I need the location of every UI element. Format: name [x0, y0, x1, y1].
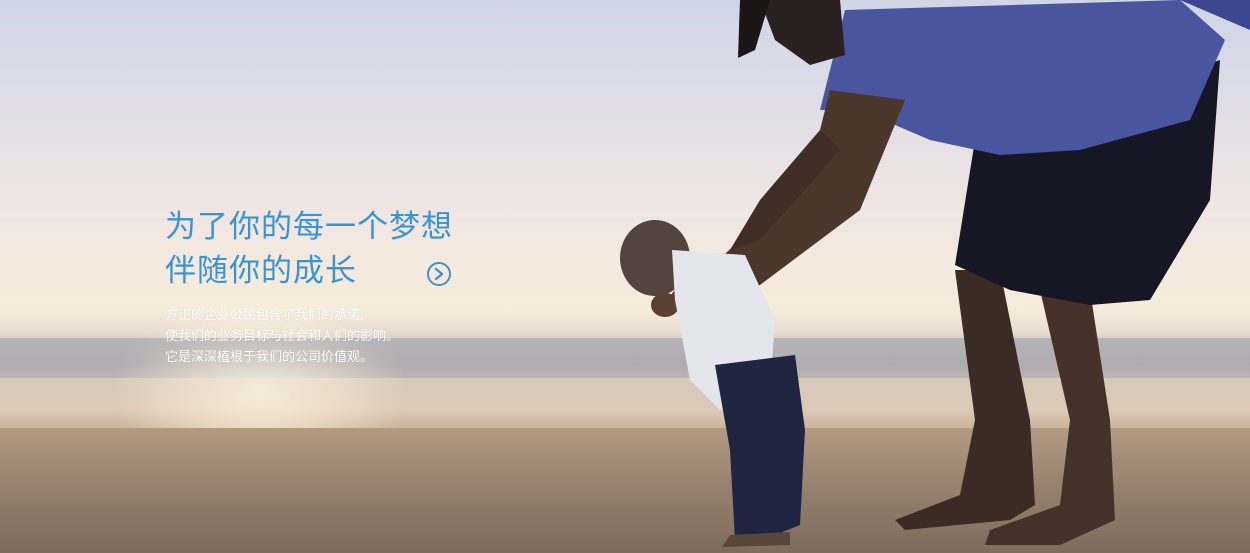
hero-paragraph: 方正的企业公民包含了我们的承诺, 使我们的业务目标与社会和人们的影响。 它是深深… — [165, 305, 585, 368]
more-arrow-button[interactable] — [427, 262, 451, 286]
paragraph-line-2: 使我们的业务目标与社会和人们的影响。 — [165, 329, 400, 344]
paragraph-line-1: 方正的企业公民包含了我们的承诺, — [165, 308, 365, 323]
hero-headline: 为了你的每一个梦想 伴随你的成长 — [165, 205, 585, 293]
headline-line-1: 为了你的每一个梦想 — [165, 209, 453, 245]
paragraph-line-3: 它是深深植根于我们的公司价值观。 — [165, 350, 374, 365]
headline-line-2: 伴随你的成长 — [165, 253, 357, 289]
wet-sand-band — [0, 378, 1250, 428]
chevron-right-circle-icon — [434, 267, 444, 281]
hero-copy: 为了你的每一个梦想 伴随你的成长 方正的企业公民包含了我们的承诺, 使我们的业务… — [165, 205, 585, 368]
sea-band — [0, 338, 1250, 378]
